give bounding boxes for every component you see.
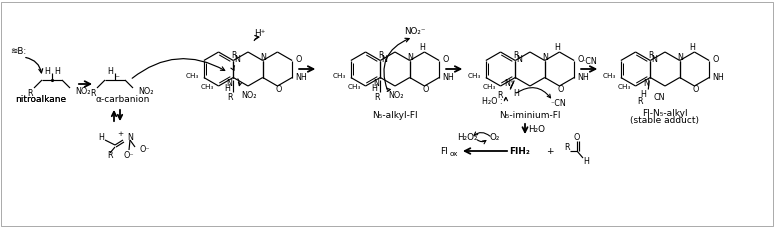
Text: O: O — [712, 55, 718, 64]
Text: H₂O :: H₂O : — [482, 96, 502, 106]
Text: NH: NH — [295, 73, 307, 82]
Text: +: + — [117, 131, 123, 137]
Text: NO₂: NO₂ — [388, 91, 404, 100]
Text: O⁻: O⁻ — [140, 145, 150, 153]
Text: H: H — [371, 84, 377, 93]
Text: O: O — [422, 84, 429, 94]
Text: α-carbanion: α-carbanion — [95, 96, 150, 104]
Text: R: R — [497, 91, 502, 100]
Text: N: N — [374, 79, 379, 87]
Text: Fl: Fl — [440, 146, 448, 155]
Text: CH₃: CH₃ — [347, 84, 360, 90]
Text: NH: NH — [443, 73, 454, 82]
Text: +: + — [546, 146, 554, 155]
Text: H: H — [513, 89, 519, 98]
Text: NO₂: NO₂ — [241, 91, 257, 100]
Text: CH₃: CH₃ — [602, 74, 616, 79]
Text: R: R — [514, 51, 519, 60]
Text: NH: NH — [577, 73, 589, 82]
Text: N: N — [226, 79, 232, 87]
Text: H: H — [225, 84, 230, 93]
Text: H: H — [54, 67, 60, 76]
Text: CH₃: CH₃ — [482, 84, 495, 90]
Text: CH₃: CH₃ — [617, 84, 631, 90]
Text: ⁻: ⁻ — [115, 74, 119, 84]
Text: N: N — [677, 53, 683, 62]
Text: ≋B:: ≋B: — [10, 47, 26, 57]
Text: CN: CN — [653, 93, 665, 102]
Text: N₅-iminium-Fl: N₅-iminium-Fl — [499, 111, 561, 121]
Text: H₂O₂: H₂O₂ — [456, 133, 477, 141]
Text: R: R — [379, 51, 384, 60]
Text: NH: NH — [712, 73, 724, 82]
Text: CH₃: CH₃ — [467, 74, 480, 79]
Text: O: O — [557, 84, 563, 94]
Text: N: N — [234, 55, 240, 64]
Text: O: O — [275, 84, 281, 94]
Text: H: H — [419, 44, 425, 52]
Text: NO₂: NO₂ — [138, 87, 153, 96]
Text: H: H — [640, 90, 646, 99]
Text: H: H — [107, 67, 113, 76]
Text: H: H — [98, 133, 104, 141]
Text: nitroalkane: nitroalkane — [15, 96, 66, 104]
Text: (stable adduct): (stable adduct) — [631, 116, 700, 126]
Text: CH₃: CH₃ — [332, 74, 346, 79]
Text: O₂: O₂ — [490, 133, 500, 141]
Text: NO₂: NO₂ — [75, 87, 91, 96]
Text: FlH₂: FlH₂ — [510, 146, 530, 155]
Text: O: O — [295, 55, 301, 64]
Text: ⁻CN: ⁻CN — [581, 57, 597, 66]
Text: R: R — [27, 89, 33, 98]
Text: O: O — [577, 55, 584, 64]
Text: N: N — [260, 53, 266, 62]
Text: R: R — [232, 51, 237, 60]
Text: N: N — [516, 55, 522, 64]
Text: Fl-N₅-alkyl: Fl-N₅-alkyl — [642, 109, 688, 118]
Text: O⁻: O⁻ — [124, 151, 134, 160]
Text: H: H — [690, 44, 695, 52]
Text: R: R — [374, 93, 379, 102]
Text: H: H — [44, 67, 50, 76]
Text: O: O — [692, 84, 698, 94]
Text: H: H — [583, 156, 589, 165]
Text: N: N — [643, 79, 649, 87]
Text: H: H — [554, 44, 560, 52]
Text: R: R — [90, 89, 96, 98]
Text: R: R — [564, 143, 570, 151]
Text: N₅-alkyl-Fl: N₅-alkyl-Fl — [372, 111, 418, 121]
Text: N: N — [381, 55, 388, 64]
Text: H₂O: H₂O — [529, 124, 546, 133]
Text: R: R — [107, 151, 112, 160]
Text: NO₂⁻: NO₂⁻ — [405, 27, 425, 37]
Text: O: O — [574, 133, 580, 141]
Text: R: R — [649, 51, 654, 60]
Text: ox: ox — [450, 151, 458, 157]
Text: N: N — [651, 55, 657, 64]
Text: R: R — [227, 93, 232, 102]
Text: O: O — [443, 55, 449, 64]
Text: N: N — [407, 53, 412, 62]
Text: ⁻CN: ⁻CN — [550, 99, 566, 109]
Text: N: N — [542, 53, 548, 62]
Text: nitroalkane: nitroalkane — [15, 96, 66, 104]
Text: CH₃: CH₃ — [200, 84, 214, 90]
Text: N: N — [127, 133, 133, 141]
Text: H⁺: H⁺ — [254, 30, 266, 39]
Text: N⁺: N⁺ — [505, 79, 515, 87]
Text: CH₃: CH₃ — [185, 74, 199, 79]
Text: R: R — [638, 97, 643, 106]
